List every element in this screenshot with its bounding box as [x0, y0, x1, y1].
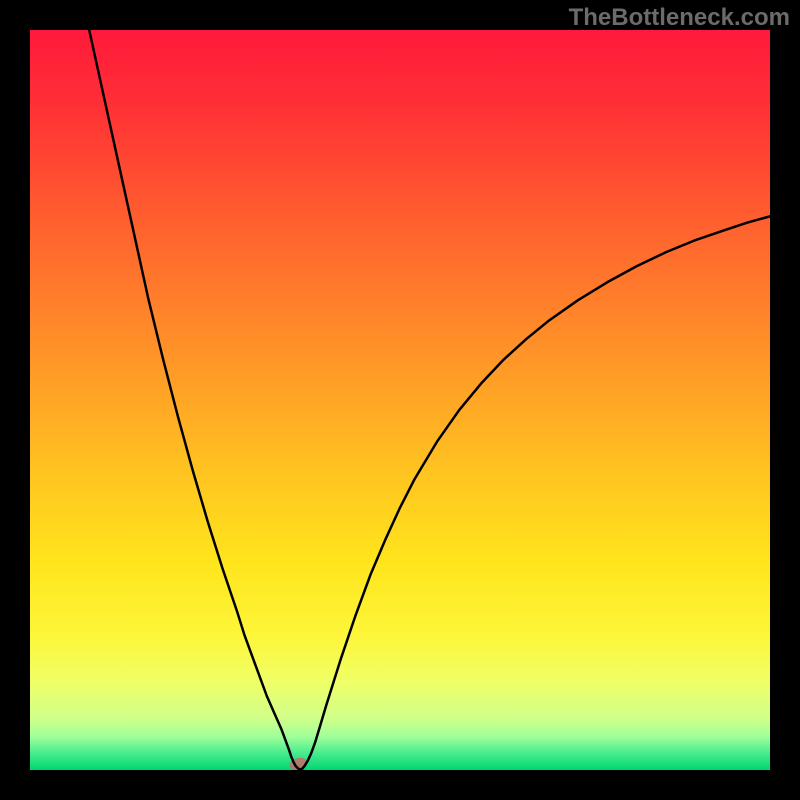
watermark-text: TheBottleneck.com [569, 4, 790, 32]
bottleneck-chart-container: TheBottleneck.com [0, 0, 800, 800]
bottleneck-curve-chart [0, 0, 800, 800]
chart-plot-background [30, 30, 770, 770]
